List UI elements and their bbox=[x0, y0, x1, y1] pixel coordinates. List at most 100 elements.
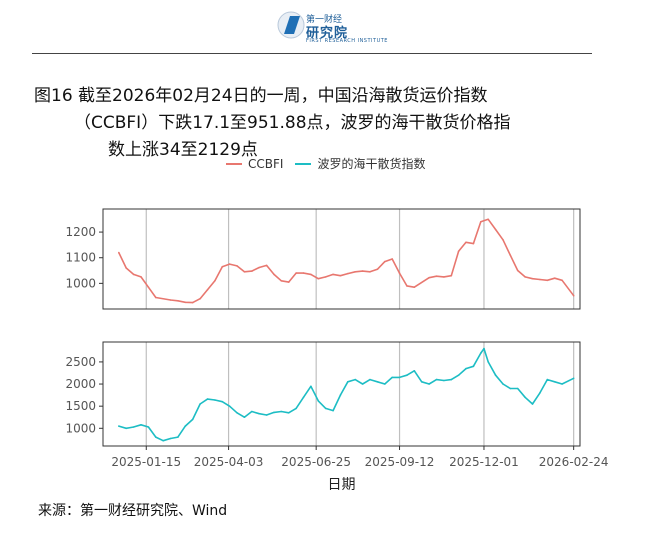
data-point-bdi-56 bbox=[524, 396, 526, 399]
data-point-ccbfi-2 bbox=[132, 273, 135, 276]
data-point-ccbfi-8 bbox=[184, 301, 187, 304]
data-point-ccbfi-15 bbox=[236, 265, 238, 267]
data-point-ccbfi-49 bbox=[494, 228, 497, 231]
data-point-bdi-19 bbox=[258, 412, 261, 415]
series-line-ccbfi bbox=[118, 218, 575, 304]
data-point-bdi-10 bbox=[191, 418, 194, 421]
data-point-ccbfi-9 bbox=[191, 301, 194, 304]
data-point-bdi-59 bbox=[546, 378, 549, 381]
data-point-bdi-1 bbox=[125, 427, 127, 430]
data-point-bdi-6 bbox=[162, 439, 164, 442]
x-tick-label-3: 2025-09-12 bbox=[365, 455, 435, 469]
data-point-ccbfi-27 bbox=[324, 276, 327, 278]
data-point-bdi-21 bbox=[273, 411, 275, 414]
data-point-ccbfi-36 bbox=[391, 258, 394, 260]
data-point-bdi-31 bbox=[347, 381, 349, 383]
legend-label-ccbfi: CCBFI bbox=[248, 156, 284, 171]
data-point-ccbfi-55 bbox=[539, 278, 541, 281]
data-point-ccbfi-20 bbox=[273, 273, 275, 276]
data-point-bdi-5 bbox=[155, 436, 157, 438]
data-point-ccbfi-3 bbox=[140, 276, 142, 278]
data-point-bdi-24 bbox=[295, 407, 297, 410]
data-point-bdi-18 bbox=[251, 410, 253, 413]
data-point-bdi-14 bbox=[221, 400, 224, 403]
data-point-ccbfi-23 bbox=[295, 272, 297, 274]
data-point-ccbfi-5 bbox=[155, 296, 157, 299]
data-point-bdi-53 bbox=[502, 383, 504, 385]
data-point-bdi-45 bbox=[450, 378, 453, 381]
data-point-bdi-17 bbox=[243, 416, 246, 419]
data-point-ccbfi-4 bbox=[147, 286, 150, 289]
data-point-bdi-28 bbox=[324, 407, 327, 410]
data-point-bdi-3 bbox=[140, 424, 142, 426]
chart-legend: CCBFI 波罗的海干散货指数 bbox=[226, 155, 437, 172]
legend-label-bdi: 波罗的海干散货指数 bbox=[317, 157, 426, 171]
data-point-ccbfi-7 bbox=[177, 300, 179, 302]
data-point-ccbfi-43 bbox=[450, 274, 453, 277]
data-point-bdi-54 bbox=[509, 387, 512, 390]
data-point-bdi-33 bbox=[361, 383, 364, 385]
header-divider bbox=[32, 53, 592, 54]
chart-title: 图16 截至2026年02月24日的一周，中国沿海散货运价指数 （CCBFI）下… bbox=[34, 83, 594, 164]
x-tick-label-2: 2025-06-25 bbox=[281, 455, 351, 469]
x-tick-label-5: 2026-02-24 bbox=[539, 455, 609, 469]
data-point-bdi-27 bbox=[317, 400, 320, 402]
data-point-bdi-34 bbox=[369, 378, 371, 381]
data-point-bdi-26 bbox=[310, 385, 312, 388]
data-point-bdi-20 bbox=[265, 414, 268, 416]
data-point-bdi-25 bbox=[302, 396, 305, 399]
data-point-ccbfi-11 bbox=[206, 289, 209, 291]
data-point-bdi-58 bbox=[539, 392, 541, 394]
data-point-ccbfi-1 bbox=[125, 267, 127, 269]
data-point-bdi-16 bbox=[236, 412, 238, 414]
y-tick-label-bdi-3: 2500 bbox=[65, 355, 96, 369]
data-point-ccbfi-10 bbox=[199, 297, 201, 300]
x-tick-label-0: 2025-01-15 bbox=[111, 455, 181, 469]
data-point-ccbfi-41 bbox=[435, 275, 438, 278]
data-point-ccbfi-34 bbox=[376, 268, 379, 271]
data-point-bdi-15 bbox=[228, 405, 231, 408]
data-point-bdi-42 bbox=[428, 383, 430, 385]
data-point-ccbfi-46 bbox=[472, 242, 475, 245]
data-point-ccbfi-16 bbox=[243, 271, 246, 273]
data-point-ccbfi-29 bbox=[339, 274, 342, 277]
data-point-ccbfi-32 bbox=[361, 270, 364, 272]
data-point-ccbfi-48 bbox=[487, 218, 490, 221]
y-tick-label-ccbfi-1: 1100 bbox=[65, 251, 96, 265]
data-point-bdi-44 bbox=[443, 379, 445, 382]
data-point-ccbfi-42 bbox=[443, 276, 445, 278]
data-point-ccbfi-40 bbox=[428, 276, 430, 279]
data-point-ccbfi-35 bbox=[384, 260, 386, 263]
data-point-bdi-37 bbox=[391, 376, 394, 379]
data-point-bdi-36 bbox=[384, 383, 386, 385]
data-point-bdi-57 bbox=[531, 403, 534, 405]
data-point-bdi-11 bbox=[199, 403, 201, 405]
data-point-ccbfi-31 bbox=[354, 271, 357, 273]
data-point-ccbfi-39 bbox=[413, 286, 416, 289]
data-point-bdi-39 bbox=[406, 374, 408, 377]
data-point-bdi-41 bbox=[420, 381, 423, 383]
data-point-bdi-51 bbox=[487, 361, 490, 363]
data-point-ccbfi-13 bbox=[221, 265, 224, 268]
data-point-ccbfi-30 bbox=[347, 272, 349, 275]
data-point-ccbfi-44 bbox=[457, 250, 460, 253]
panel-frame-ccbfi bbox=[102, 208, 581, 310]
legend-swatch-ccbfi bbox=[226, 162, 242, 165]
legend-swatch-bdi bbox=[295, 162, 312, 165]
data-point-ccbfi-47 bbox=[480, 221, 482, 223]
logo-subtitle: FIRST RESEARCH INSTITUTE bbox=[306, 38, 388, 44]
legend-item-ccbfi: CCBFI bbox=[226, 157, 283, 171]
data-point-bdi-50 bbox=[483, 347, 485, 350]
data-point-ccbfi-21 bbox=[280, 280, 283, 282]
data-point-bdi-60 bbox=[553, 381, 556, 383]
data-point-ccbfi-28 bbox=[332, 273, 334, 276]
data-point-ccbfi-6 bbox=[169, 299, 172, 301]
data-point-ccbfi-0 bbox=[118, 251, 120, 254]
data-point-bdi-55 bbox=[516, 387, 519, 390]
source-note: 来源：第一财经研究院、Wind bbox=[38, 503, 228, 519]
data-point-bdi-8 bbox=[177, 436, 179, 438]
data-point-bdi-47 bbox=[465, 367, 467, 370]
x-axis-label: 日期 bbox=[328, 477, 356, 493]
data-point-bdi-43 bbox=[435, 378, 438, 381]
